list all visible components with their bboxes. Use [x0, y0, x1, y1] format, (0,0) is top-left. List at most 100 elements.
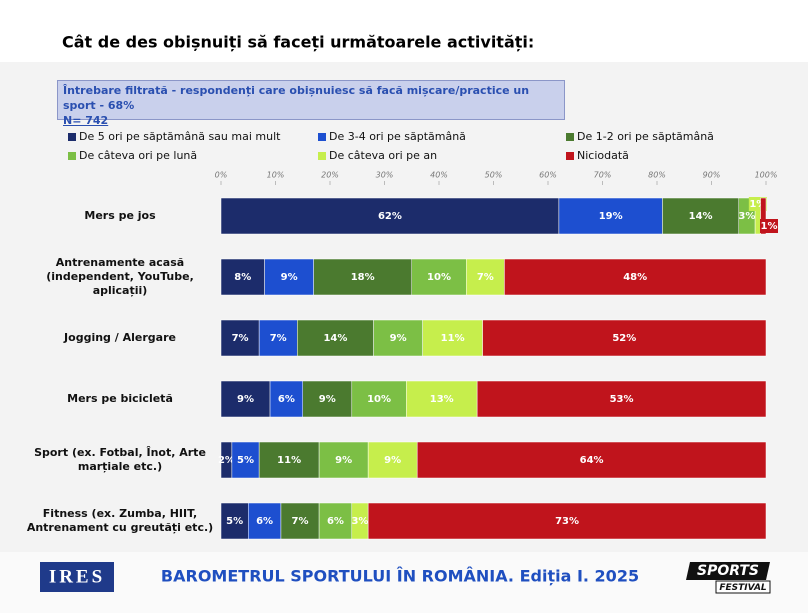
bar-segment — [466, 258, 505, 296]
data-label: 48% — [623, 272, 647, 283]
data-label: 6% — [256, 516, 273, 527]
data-label: 6% — [278, 394, 295, 405]
data-label: 5% — [237, 455, 254, 466]
filter-note: Întrebare filtrată - respondenți care ob… — [57, 80, 565, 127]
bar-segment — [220, 197, 560, 235]
chart-title: Cât de des obișnuiți să faceți următoare… — [62, 33, 534, 52]
bar-segment — [258, 319, 298, 357]
category-label: Mers pe jos — [84, 209, 156, 222]
bar-segment — [248, 502, 282, 540]
data-label: 10% — [427, 272, 451, 283]
bar-segment — [367, 502, 767, 540]
x-tick-label: 0% — [215, 171, 228, 180]
data-label: 3% — [351, 516, 368, 527]
bar-segment — [504, 258, 767, 296]
legend-swatch — [318, 133, 326, 141]
data-label: 14% — [323, 333, 347, 344]
x-tick-label: 70% — [594, 171, 612, 180]
logo-sports: SPORTS — [697, 563, 759, 579]
data-label: 7% — [292, 516, 309, 527]
legend-label: De 1-2 ori pe săptămână — [577, 130, 714, 143]
category-label: Jogging / Alergare — [64, 331, 176, 344]
bar-segment — [406, 380, 478, 418]
legend-swatch — [566, 152, 574, 160]
note-line: Întrebare filtrată - respondenți care ob… — [63, 84, 530, 112]
bar-segment — [760, 197, 767, 235]
x-tick-label: 80% — [648, 171, 666, 180]
data-label: 19% — [599, 211, 623, 222]
data-label: 1% — [749, 199, 766, 210]
data-label: 14% — [689, 211, 713, 222]
bar-segment — [351, 380, 407, 418]
data-label: 53% — [610, 394, 634, 405]
bar-segment — [280, 502, 320, 540]
legend-swatch — [566, 133, 574, 141]
bar-segment — [422, 319, 483, 357]
data-label: 62% — [378, 211, 402, 222]
x-tick-label: 50% — [485, 171, 503, 180]
data-label: 2% — [218, 455, 235, 466]
data-label: 18% — [351, 272, 375, 283]
legend-label: De câteva ori pe an — [329, 149, 437, 162]
data-label: 52% — [612, 333, 636, 344]
x-tick-label: 90% — [703, 171, 721, 180]
data-label: 10% — [367, 394, 391, 405]
data-label: 9% — [281, 272, 298, 283]
data-label: 1% — [761, 221, 778, 232]
data-label: 6% — [327, 516, 344, 527]
logo-box — [40, 562, 114, 592]
data-label: 8% — [234, 272, 251, 283]
logo-box2 — [715, 580, 771, 594]
x-tick-label: 100% — [755, 171, 778, 180]
category-label: Fitness (ex. Zumba, HIIT, Antrenament cu… — [26, 507, 214, 534]
legend-swatch — [68, 152, 76, 160]
legend-label: Niciodată — [577, 149, 629, 162]
legend-swatch — [318, 152, 326, 160]
bar-segment — [258, 441, 320, 479]
data-label: 9% — [384, 455, 401, 466]
legend-label: De câteva ori pe lună — [79, 149, 197, 162]
logo-festival: FESTIVAL — [719, 583, 767, 593]
bar-segment — [297, 319, 374, 357]
category-label: Sport (ex. Fotbal, Înot, Arte marțiale e… — [34, 446, 206, 473]
data-label: 11% — [441, 333, 465, 344]
data-label: 3% — [738, 211, 755, 222]
bar-segment — [269, 380, 303, 418]
note-line: N= 742 — [63, 114, 109, 127]
logo-shape — [686, 562, 770, 580]
data-label: 11% — [277, 455, 301, 466]
x-tick-label: 60% — [539, 171, 557, 180]
footer-bg — [0, 552, 808, 613]
label-box — [760, 219, 778, 233]
x-tick-label: 30% — [376, 171, 394, 180]
bar-segment — [476, 380, 767, 418]
bar-segment — [318, 502, 353, 540]
bar-segment — [220, 502, 249, 540]
logo-ires: IRES — [49, 566, 105, 587]
data-label: 7% — [477, 272, 494, 283]
bar-segment — [313, 258, 412, 296]
bar-segment — [220, 319, 260, 357]
x-tick-label: 10% — [267, 171, 285, 180]
bar-segment — [482, 319, 767, 357]
data-label: 5% — [226, 516, 243, 527]
bar-segment — [411, 258, 467, 296]
category-label: Mers pe bicicletă — [67, 392, 173, 405]
data-label: 9% — [335, 455, 352, 466]
data-label: 64% — [580, 455, 604, 466]
bar-segment — [264, 258, 314, 296]
footer: BAROMETRUL SPORTULUI ÎN ROMÂNIA. Ediția … — [161, 567, 639, 586]
legend-label: De 5 ori pe săptămână sau mai mult — [79, 130, 281, 143]
bar-segment — [558, 197, 663, 235]
legend-swatch — [68, 133, 76, 141]
data-label: 9% — [390, 333, 407, 344]
category-label: Antrenamente acasă (independent, YouTube… — [46, 256, 194, 297]
data-label: 73% — [555, 516, 579, 527]
bar-segment — [373, 319, 423, 357]
x-tick-label: 20% — [321, 171, 339, 180]
bar-segment — [416, 441, 767, 479]
data-label: 9% — [237, 394, 254, 405]
data-label: 9% — [319, 394, 336, 405]
